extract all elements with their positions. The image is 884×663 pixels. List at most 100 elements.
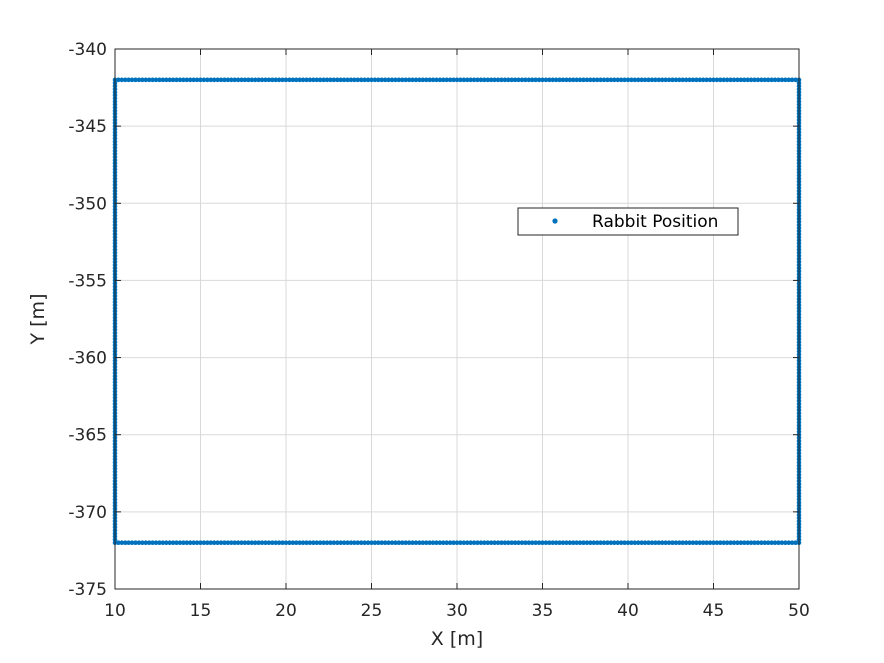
data-point (300, 540, 306, 546)
data-point (769, 77, 774, 83)
data-point (591, 540, 597, 546)
data-point (793, 540, 798, 546)
data-point (403, 77, 409, 83)
data-point (249, 77, 255, 83)
data-point (550, 540, 556, 546)
data-point (215, 540, 220, 546)
data-point (608, 540, 614, 546)
data-point (495, 540, 501, 546)
data-point (673, 77, 679, 83)
data-point (417, 540, 422, 546)
data-point (205, 540, 210, 546)
y-tick-label: -360 (68, 349, 107, 369)
data-point (444, 540, 450, 546)
data-point (122, 540, 128, 546)
data-point (783, 540, 788, 546)
data-point (673, 540, 679, 546)
data-point (287, 540, 292, 546)
data-point (311, 540, 316, 546)
data-point (324, 540, 330, 546)
data-point (304, 77, 309, 83)
data-point (547, 77, 552, 83)
data-point (612, 77, 617, 83)
data-point (577, 540, 583, 546)
data-point (239, 540, 244, 546)
data-point (287, 77, 292, 83)
data-point (789, 77, 795, 83)
data-point (659, 540, 665, 546)
data-point (618, 540, 624, 546)
data-point (239, 77, 244, 83)
data-point (222, 540, 227, 546)
data-point (379, 540, 385, 546)
data-point (150, 540, 155, 546)
data-point (547, 540, 552, 546)
data-point (358, 540, 364, 546)
data-point (191, 77, 196, 83)
x-tick-label: 25 (361, 601, 383, 621)
data-point (598, 540, 603, 546)
data-point (690, 540, 696, 546)
data-point (314, 77, 320, 83)
data-point (218, 77, 224, 83)
data-point (762, 77, 768, 83)
data-point (485, 540, 491, 546)
data-point (711, 540, 716, 546)
data-point (280, 540, 285, 546)
data-point (324, 77, 330, 83)
data-point (786, 77, 792, 83)
data-point (396, 77, 402, 83)
data-point (225, 77, 231, 83)
data-point (170, 77, 176, 83)
data-point (437, 540, 443, 546)
data-point (297, 540, 302, 546)
data-point (759, 77, 764, 83)
data-point (232, 540, 237, 546)
data-point (570, 77, 576, 83)
data-point (430, 77, 436, 83)
data-point (249, 540, 255, 546)
data-point (594, 540, 600, 546)
data-point (533, 77, 538, 83)
data-point (331, 77, 337, 83)
data-point (557, 77, 562, 83)
data-point (574, 540, 579, 546)
data-point (341, 540, 347, 546)
data-point (680, 540, 686, 546)
data-point (174, 540, 179, 546)
data-point (266, 540, 272, 546)
data-point (304, 540, 309, 546)
data-point (410, 77, 415, 83)
data-point (184, 77, 190, 83)
data-point (348, 77, 354, 83)
data-point (492, 77, 497, 83)
data-point (759, 540, 764, 546)
data-point (639, 540, 644, 546)
data-point (184, 540, 190, 546)
data-point (728, 77, 733, 83)
data-point (140, 540, 145, 546)
data-point (560, 540, 566, 546)
data-point (536, 540, 542, 546)
data-point (126, 77, 131, 83)
data-point (447, 77, 453, 83)
data-point (372, 540, 378, 546)
data-point (598, 77, 603, 83)
data-point (458, 540, 463, 546)
data-point (762, 540, 768, 546)
data-point (601, 540, 607, 546)
data-point (174, 77, 179, 83)
data-point (711, 77, 716, 83)
data-point (721, 540, 727, 546)
data-point (506, 77, 511, 83)
y-tick-label: -375 (68, 580, 107, 600)
data-point (704, 77, 709, 83)
data-point (635, 77, 641, 83)
data-point (728, 540, 733, 546)
data-point (328, 540, 333, 546)
data-point (211, 540, 217, 546)
data-point (393, 77, 398, 83)
data-point (382, 77, 388, 83)
data-point (516, 77, 521, 83)
data-point (625, 77, 631, 83)
